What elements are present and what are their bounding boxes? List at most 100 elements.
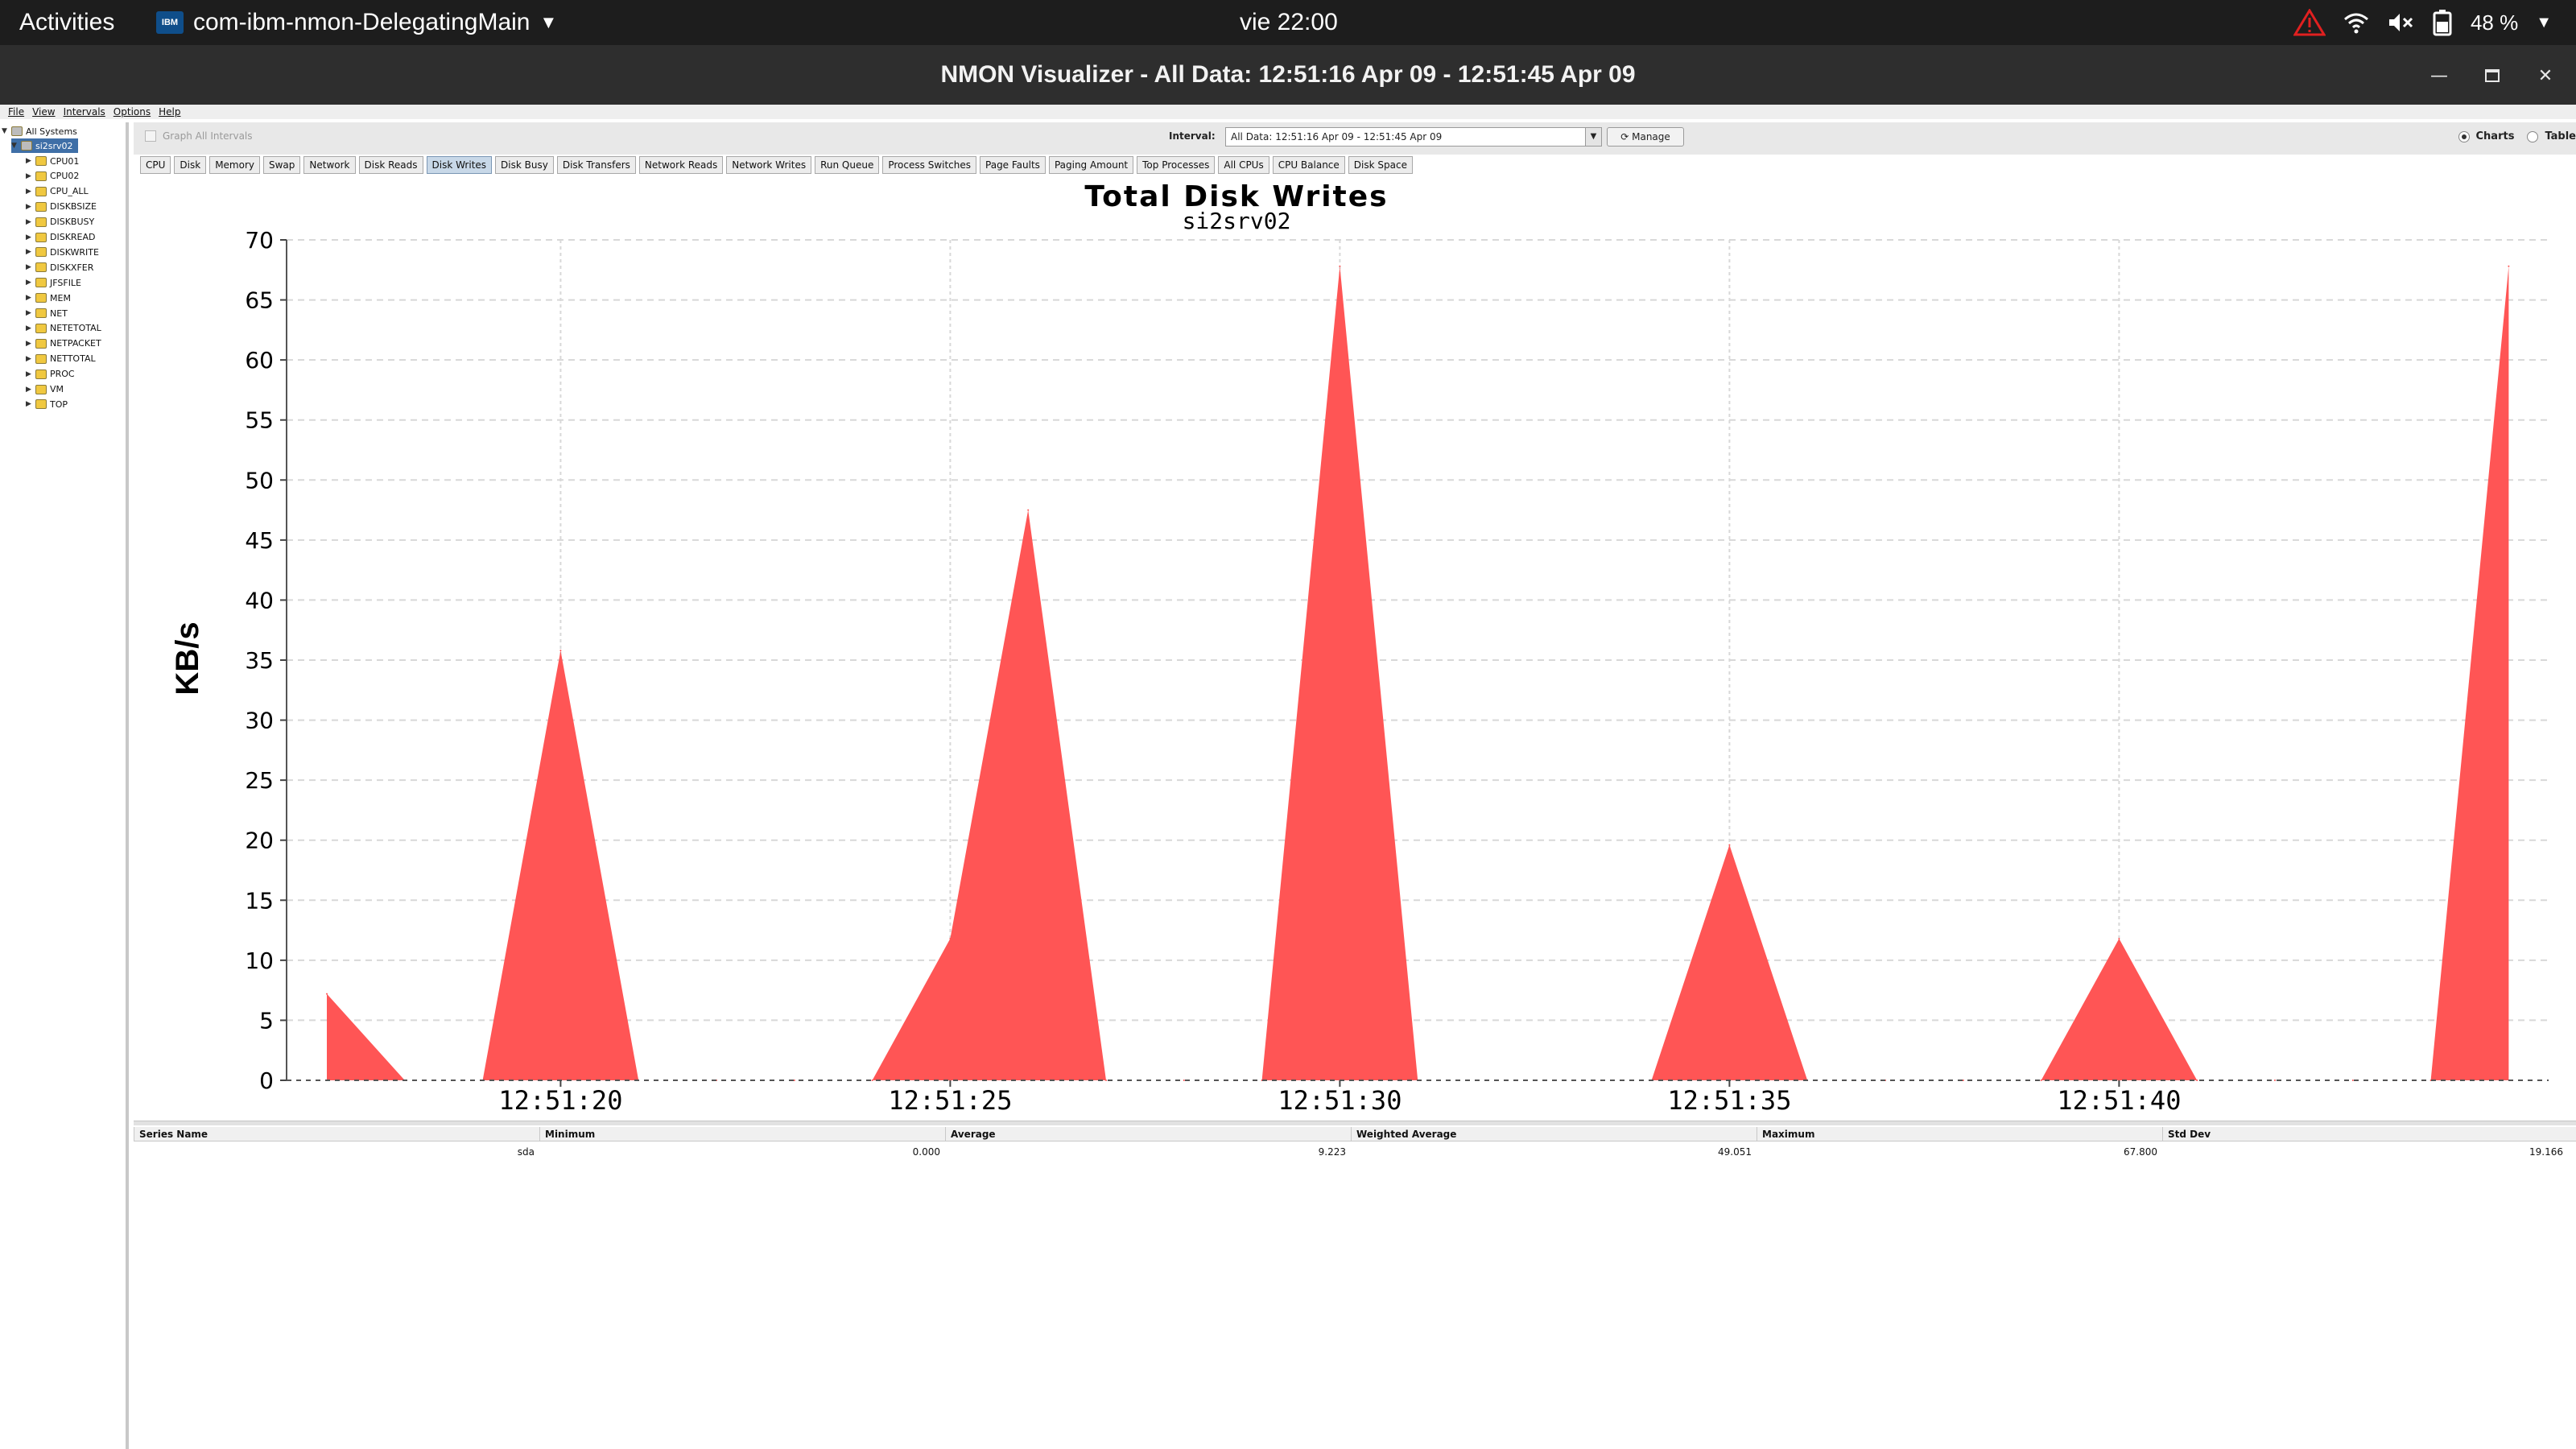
tab-disk-transfers[interactable]: Disk Transfers xyxy=(556,156,636,174)
y-axis-ticks: 0 5 10 15 20 25 30 35 40 45 50 55 60 65 70 xyxy=(245,227,287,1094)
expand-toggle-icon[interactable]: ▼ xyxy=(11,142,17,150)
app-logo-icon: IBM xyxy=(156,11,184,34)
tab-disk-space[interactable]: Disk Space xyxy=(1348,156,1413,174)
menu-intervals[interactable]: Intervals xyxy=(63,106,105,118)
expand-toggle-icon[interactable]: ▶ xyxy=(26,339,31,348)
y-tick-label: 65 xyxy=(245,287,274,314)
table-radio[interactable] xyxy=(2527,130,2539,142)
interval-dropdown[interactable]: All Data: 12:51:16 Apr 09 - 12:51:45 Apr… xyxy=(1225,127,1602,147)
tree-item-top[interactable]: ▶ TOP xyxy=(26,397,72,411)
expand-toggle-icon[interactable]: ▶ xyxy=(26,385,31,394)
stats-header-minimum[interactable]: Minimum xyxy=(539,1127,945,1141)
expand-toggle-icon[interactable]: ▶ xyxy=(26,354,31,363)
menu-file[interactable]: File xyxy=(8,106,25,118)
chart-series-area xyxy=(326,265,2510,1081)
expand-toggle-icon[interactable]: ▶ xyxy=(26,217,31,226)
system-tree[interactable]: ▼ All Systems ▼ si2srv02 ▶ CPU01 ▶ CPU02 ▶ CPU_AL… xyxy=(0,122,129,1449)
tree-item-nettotal[interactable]: ▶ NETTOTAL xyxy=(26,352,101,366)
tab-memory[interactable]: Memory xyxy=(209,156,260,174)
tab-swap[interactable]: Swap xyxy=(263,156,301,174)
stats-header-weighted-average[interactable]: Weighted Average xyxy=(1351,1127,1757,1141)
tree-item-label: NET xyxy=(50,308,68,319)
stats-table: Series Name Minimum Average Weighted Averag… xyxy=(134,1121,2576,1449)
tree-item-cpu-all[interactable]: ▶ CPU_ALL xyxy=(26,184,93,199)
tab-network[interactable]: Network xyxy=(303,156,356,174)
tab-cpu-balance[interactable]: CPU Balance xyxy=(1272,156,1345,174)
expand-toggle-icon[interactable]: ▶ xyxy=(26,157,31,165)
tree-item-diskbusy[interactable]: ▶ DISKBUSY xyxy=(26,215,99,229)
stats-cell: 49.051 xyxy=(1718,1146,1752,1158)
data-point xyxy=(1027,509,1030,511)
tree-item-proc[interactable]: ▶ PROC xyxy=(26,367,80,382)
stats-header-maximum[interactable]: Maximum xyxy=(1757,1127,2162,1141)
expand-toggle-icon[interactable]: ▼ xyxy=(2,127,7,135)
clock[interactable]: vie 22:00 xyxy=(1240,9,1338,35)
tab-top-processes[interactable]: Top Processes xyxy=(1137,156,1216,174)
tree-item-vm[interactable]: ▶ VM xyxy=(26,382,68,397)
expand-toggle-icon[interactable]: ▶ xyxy=(26,309,31,317)
folder-icon xyxy=(35,171,47,181)
window-title: NMON Visualizer - All Data: 12:51:16 Apr… xyxy=(940,61,1636,88)
tree-item-system[interactable]: ▼ si2srv02 xyxy=(11,138,78,153)
menu-view[interactable]: View xyxy=(32,106,56,118)
expand-toggle-icon[interactable]: ▶ xyxy=(26,324,31,332)
tab-disk-writes[interactable]: Disk Writes xyxy=(426,156,493,174)
expand-toggle-icon[interactable]: ▶ xyxy=(26,294,31,303)
tree-item-diskwrite[interactable]: ▶ DISKWRITE xyxy=(26,245,104,259)
tree-item-cpu01[interactable]: ▶ CPU01 xyxy=(26,154,84,168)
expand-toggle-icon[interactable]: ▶ xyxy=(26,187,31,196)
close-button[interactable]: ✕ xyxy=(2529,60,2562,92)
tree-item-jfsfile[interactable]: ▶ JFSFILE xyxy=(26,275,86,290)
charts-radio[interactable] xyxy=(2458,130,2470,142)
tree-item-net[interactable]: ▶ NET xyxy=(26,306,72,320)
tree-item-cpu02[interactable]: ▶ CPU02 xyxy=(26,169,84,184)
expand-toggle-icon[interactable]: ▶ xyxy=(26,202,31,211)
tree-item-netpacket[interactable]: ▶ NETPACKET xyxy=(26,336,106,351)
app-menu[interactable]: IBM com-ibm-nmon-DelegatingMain ▼ xyxy=(156,6,557,39)
expand-toggle-icon[interactable]: ▶ xyxy=(26,171,31,180)
tree-item-diskxfer[interactable]: ▶ DISKXFER xyxy=(26,260,98,275)
tree-item-netetotal[interactable]: ▶ NETETOTAL xyxy=(26,321,106,336)
tree-item-label: CPU02 xyxy=(50,171,80,182)
split-pane-divider[interactable] xyxy=(134,1121,2576,1125)
tab-page-faults[interactable]: Page Faults xyxy=(980,156,1046,174)
tab-disk[interactable]: Disk xyxy=(174,156,207,174)
tab-cpu[interactable]: CPU xyxy=(140,156,171,174)
tab-disk-busy[interactable]: Disk Busy xyxy=(495,156,554,174)
tab-network-writes[interactable]: Network Writes xyxy=(726,156,812,174)
manage-button[interactable]: ⟳ Manage xyxy=(1607,127,1684,147)
menu-options[interactable]: Options xyxy=(113,106,151,118)
tab-run-queue[interactable]: Run Queue xyxy=(815,156,880,174)
stats-header-average[interactable]: Average xyxy=(945,1127,1351,1141)
minimize-button[interactable]: — xyxy=(2423,60,2455,92)
tab-network-reads[interactable]: Network Reads xyxy=(638,156,724,174)
tree-item-all-systems[interactable]: ▼ All Systems xyxy=(2,124,82,138)
expand-toggle-icon[interactable]: ▶ xyxy=(26,248,31,257)
window-title-bar[interactable]: NMON Visualizer - All Data: 12:51:16 Apr… xyxy=(0,45,2576,105)
graph-all-intervals-checkbox[interactable]: Graph All Intervals xyxy=(145,130,253,142)
activities-button[interactable]: Activities xyxy=(19,9,115,35)
expand-toggle-icon[interactable]: ▶ xyxy=(26,279,31,287)
menu-help[interactable]: Help xyxy=(159,106,181,118)
maximize-button[interactable] xyxy=(2476,60,2508,92)
expand-toggle-icon[interactable]: ▶ xyxy=(26,400,31,409)
expand-toggle-icon[interactable]: ▶ xyxy=(26,369,31,378)
tab-paging-amount[interactable]: Paging Amount xyxy=(1048,156,1134,174)
tab-all-cpus[interactable]: All CPUs xyxy=(1218,156,1269,174)
system-tray[interactable]: 48 % ▼ xyxy=(2293,5,2552,40)
folder-icon xyxy=(35,201,47,212)
expand-toggle-icon[interactable]: ▶ xyxy=(26,263,31,272)
table-radio-label: Table xyxy=(2545,130,2576,142)
stats-header-std-dev[interactable]: Std Dev xyxy=(2162,1127,2568,1141)
tree-item-label: TOP xyxy=(50,398,68,410)
tree-item-diskread[interactable]: ▶ DISKREAD xyxy=(26,230,101,245)
tab-disk-reads[interactable]: Disk Reads xyxy=(358,156,423,174)
stats-header-series-name[interactable]: Series Name xyxy=(134,1127,539,1141)
chevron-down-icon: ▼ xyxy=(1585,128,1601,146)
tree-item-diskbsize[interactable]: ▶ DISKBSIZE xyxy=(26,200,101,214)
expand-toggle-icon[interactable]: ▶ xyxy=(26,233,31,242)
tab-process-switches[interactable]: Process Switches xyxy=(882,156,977,174)
tree-item-mem[interactable]: ▶ MEM xyxy=(26,291,76,305)
data-point xyxy=(2118,938,2120,940)
stats-cell: 67.800 xyxy=(2124,1146,2157,1158)
